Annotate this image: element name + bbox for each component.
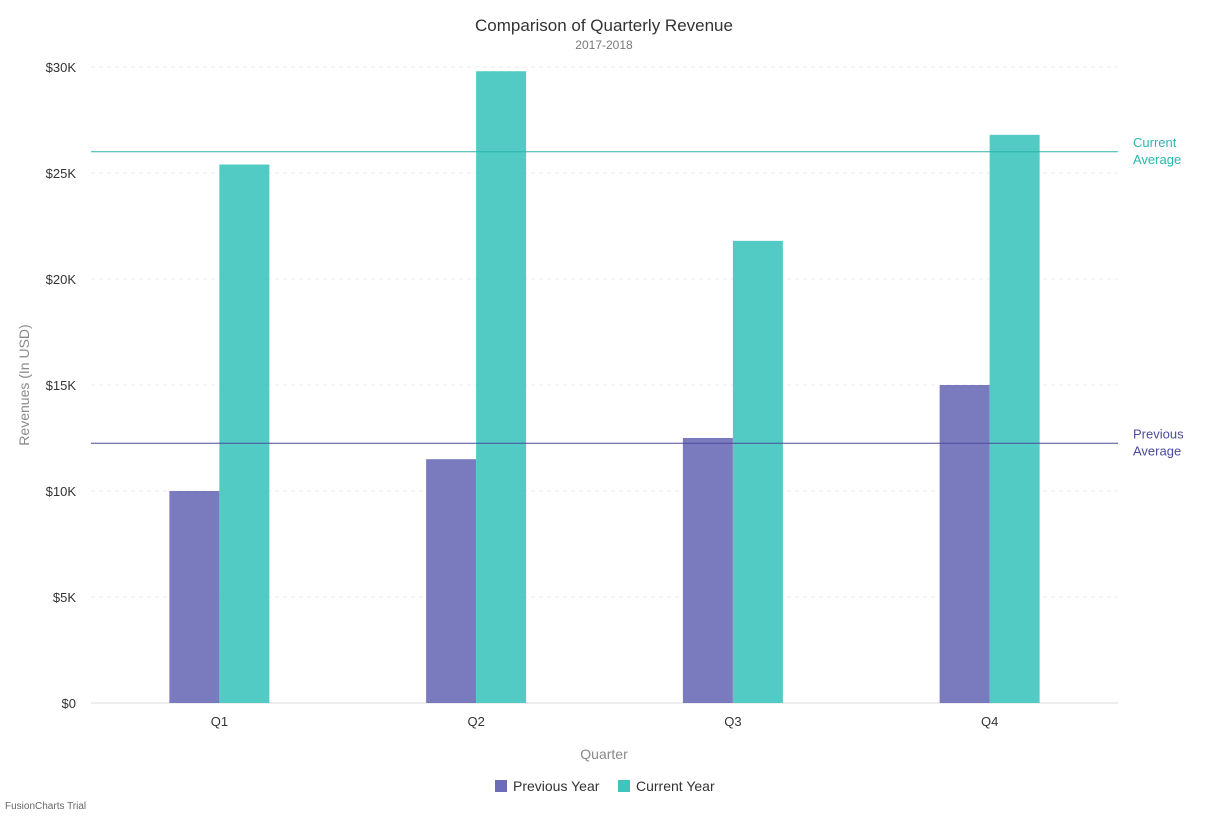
legend-swatch (495, 780, 507, 792)
bar (426, 459, 477, 703)
trendlines: Current Average Previous Average (91, 135, 1184, 458)
legend-item-label: Current Year (636, 778, 715, 794)
bar (732, 240, 783, 703)
y-axis-ticks: $0 $5K $10K $15K $20K $25K $30K (46, 60, 77, 711)
y-tick-label: $20K (46, 272, 77, 287)
credit-text: FusionCharts Trial (5, 801, 86, 812)
y-tick-label: $25K (46, 166, 77, 181)
trendline-label: Previous (1133, 426, 1184, 441)
bar (476, 71, 527, 704)
y-tick-label: $10K (46, 484, 77, 499)
y-axis-label: Revenues (In USD) (16, 324, 32, 445)
bars (169, 71, 1040, 704)
legend-swatch (618, 780, 630, 792)
y-tick-label: $15K (46, 378, 77, 393)
x-axis-label: Quarter (580, 746, 628, 762)
legend-item-label: Previous Year (513, 778, 600, 794)
trendline-label: Average (1133, 152, 1181, 167)
y-tick-label: $0 (62, 696, 76, 711)
chart-title: Comparison of Quarterly Revenue (475, 16, 733, 35)
bar (219, 164, 270, 703)
legend: Previous Year Current Year (495, 778, 715, 794)
bar (989, 134, 1040, 704)
bar (682, 438, 733, 703)
x-tick-label: Q2 (467, 714, 484, 729)
trendline-label: Average (1133, 443, 1181, 458)
bar (169, 491, 220, 703)
bar (939, 385, 990, 703)
x-tick-label: Q3 (724, 714, 741, 729)
y-tick-label: $5K (53, 590, 76, 605)
y-tick-label: $30K (46, 60, 77, 75)
trendline-label: Current (1133, 135, 1177, 150)
x-axis-ticks: Q1 Q2 Q3 Q4 (211, 714, 999, 729)
chart-subtitle: 2017-2018 (575, 38, 633, 52)
x-tick-label: Q4 (981, 714, 998, 729)
x-tick-label: Q1 (211, 714, 228, 729)
